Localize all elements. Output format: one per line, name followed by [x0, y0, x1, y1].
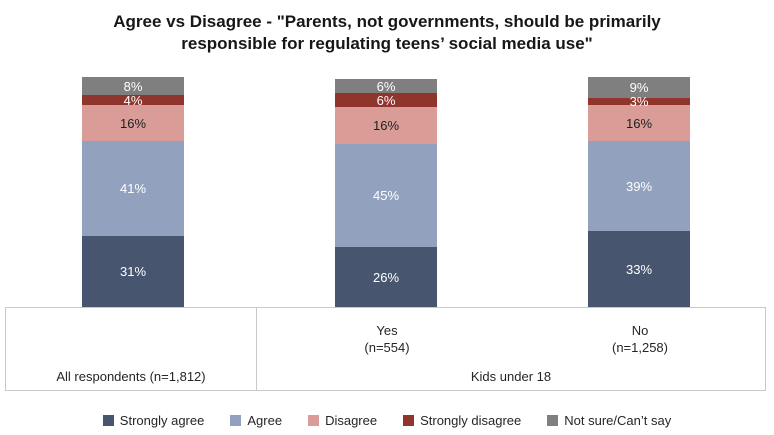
legend-label: Agree — [247, 413, 283, 428]
chart-title-line-2: responsible for regulating teens’ social… — [181, 34, 593, 53]
chart-title-line-1: Agree vs Disagree - "Parents, not govern… — [113, 12, 661, 31]
bar-segment: 6% — [335, 93, 437, 107]
bar-segment: 45% — [335, 143, 437, 248]
data-label: 6% — [376, 78, 396, 94]
legend: Strongly agree Agree Disagree Strongly disa… — [0, 413, 774, 428]
legend-item: Strongly disagree — [403, 413, 521, 428]
stacked-bar: 31% 41% 16% 4% 8% — [82, 77, 184, 307]
bar-segment: 31% — [82, 235, 184, 307]
bar-segment: 16% — [588, 104, 690, 142]
bar-segment: 6% — [335, 78, 437, 94]
bar-segment: 16% — [335, 106, 437, 144]
legend-item: Disagree — [308, 413, 377, 428]
data-label: 6% — [376, 92, 396, 108]
data-label: 31% — [119, 263, 147, 279]
bar-segment: 8% — [82, 77, 184, 96]
bar-segment: 26% — [335, 247, 437, 307]
legend-swatch-icon — [230, 415, 242, 426]
legend-label: Strongly agree — [119, 413, 205, 428]
legend-swatch-icon — [102, 415, 114, 426]
category-label-all-respondents: All respondents (n=1,812) — [56, 369, 206, 384]
data-label: 39% — [625, 178, 653, 194]
stacked-bar: 33% 39% 16% 3% 9% — [588, 77, 690, 307]
category-label-yes-line1: Yes — [376, 323, 398, 338]
legend-swatch-icon — [308, 415, 320, 426]
axis-cell-kids-under-18: Yes (n=554) No (n=1,258) Kids under 18 — [257, 308, 765, 390]
legend-label: Disagree — [325, 413, 378, 428]
legend-label: Strongly disagree — [420, 413, 522, 428]
legend-item: Not sure/Can’t say — [547, 413, 671, 428]
data-label: 26% — [372, 269, 400, 285]
category-label-yes-line2: (n=554) — [364, 340, 410, 355]
bar-segment: 3% — [588, 93, 690, 109]
bar-segment: 4% — [82, 92, 184, 108]
bar-segment: 39% — [588, 141, 690, 232]
bar-segment: 9% — [588, 77, 690, 98]
stacked-bar: 26% 45% 16% 6% 6% — [335, 77, 437, 307]
data-label: 8% — [123, 78, 143, 94]
legend-item: Strongly agree — [102, 413, 205, 428]
bar-segment: 33% — [588, 231, 690, 307]
data-label: 16% — [119, 115, 147, 131]
data-label: 9% — [629, 79, 649, 95]
category-label-no: No (n=1,258) — [560, 322, 720, 356]
data-label: 16% — [625, 115, 653, 131]
axis-cell-all-respondents: All respondents (n=1,812) — [6, 308, 257, 390]
legend-swatch-icon — [403, 415, 415, 426]
category-group-label: Kids under 18 — [470, 369, 552, 384]
category-label-no-line1: No — [631, 323, 649, 338]
bar-segment: 16% — [82, 104, 184, 142]
category-label-no-line2: (n=1,258) — [611, 340, 668, 355]
chart-title: Agree vs Disagree - "Parents, not govern… — [0, 11, 774, 55]
data-label: 16% — [372, 117, 400, 133]
legend-label: Not sure/Can’t say — [564, 413, 672, 428]
category-label-yes: Yes (n=554) — [307, 322, 467, 356]
bar-segment: 41% — [82, 141, 184, 236]
data-label: 3% — [629, 93, 649, 109]
legend-swatch-icon — [547, 415, 559, 426]
category-axis-box: All respondents (n=1,812) Yes (n=554) No… — [5, 307, 766, 391]
data-label: 41% — [119, 181, 147, 197]
legend-item: Agree — [230, 413, 282, 428]
data-label: 33% — [625, 261, 653, 277]
data-label: 4% — [123, 92, 143, 108]
data-label: 45% — [372, 187, 400, 203]
